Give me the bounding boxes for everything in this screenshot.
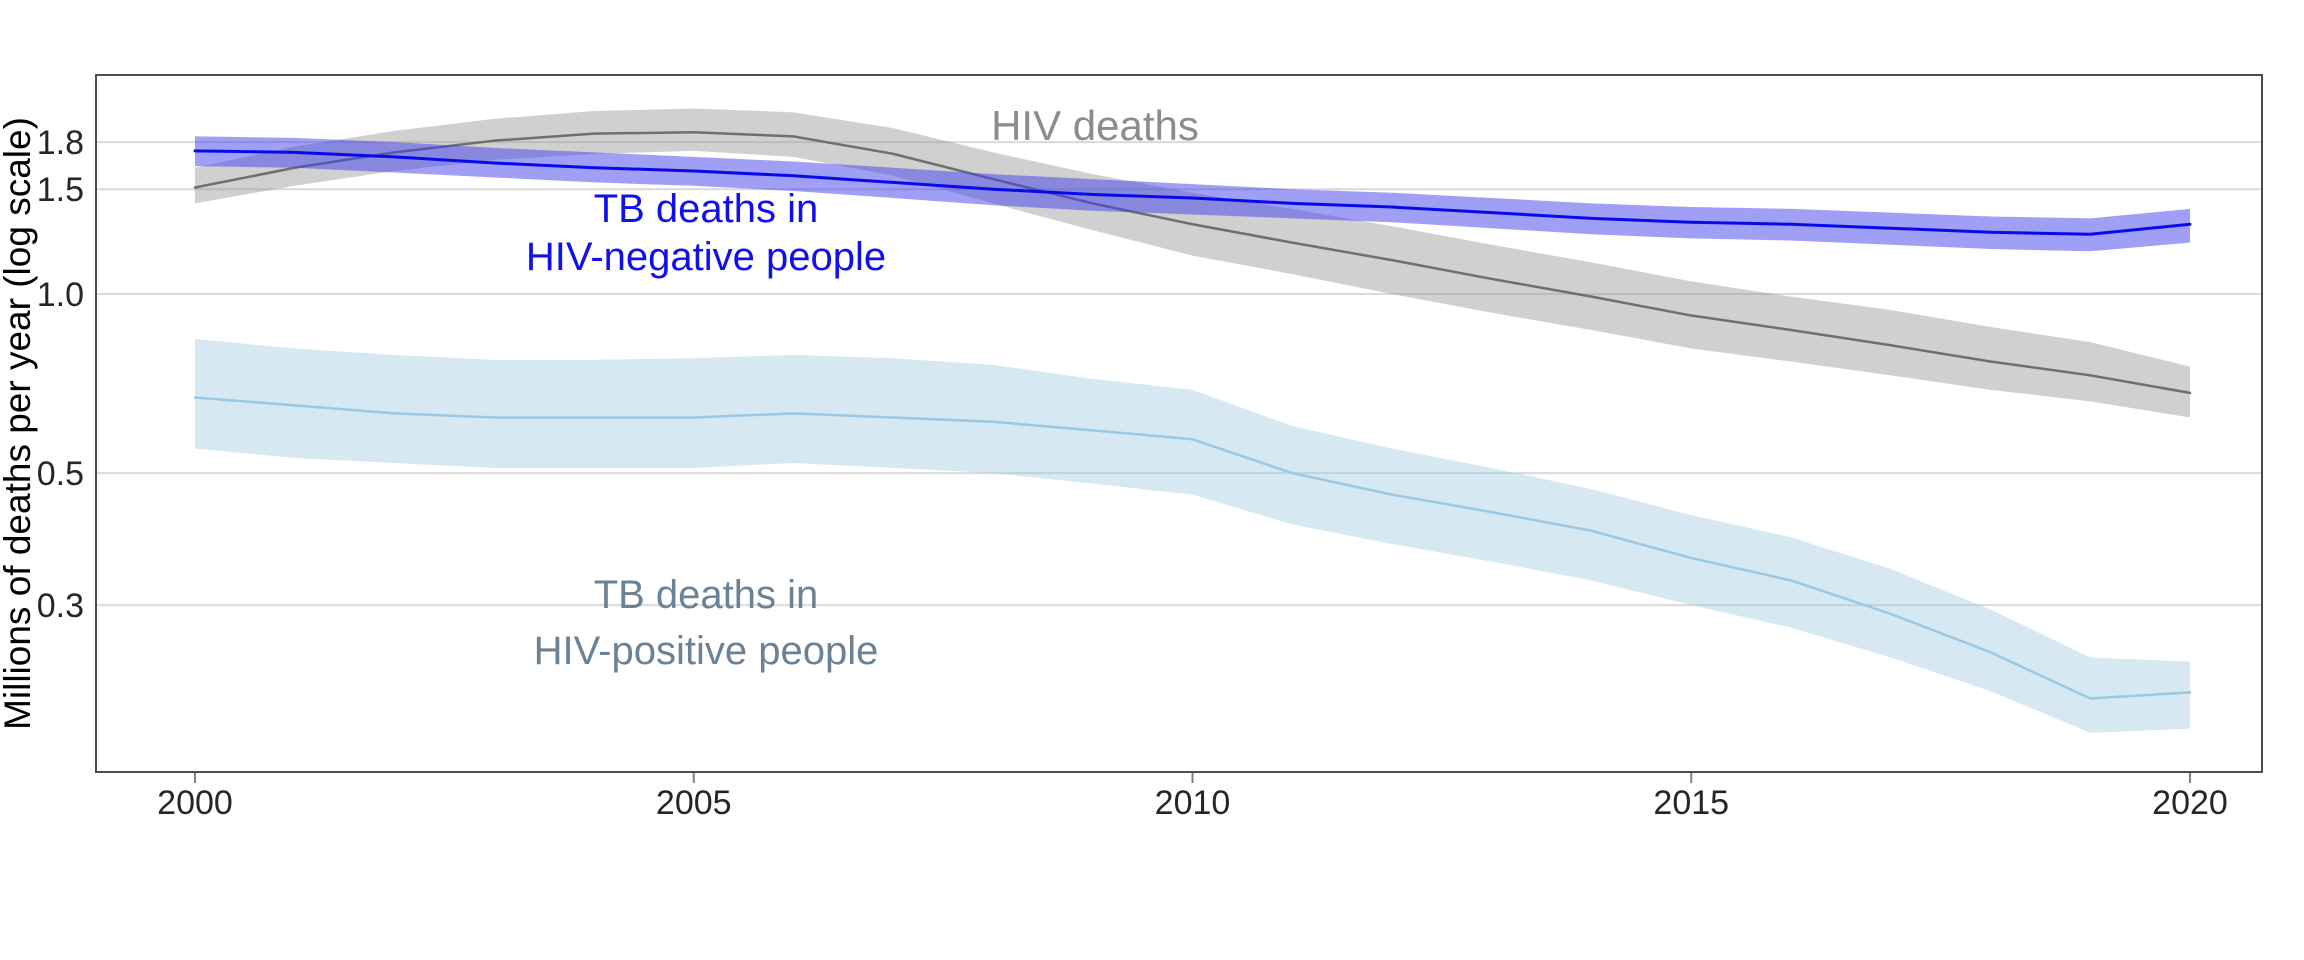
tb-deaths-hiv-positive-uncertainty-band <box>195 339 2190 733</box>
tb-hiv-negative-label-line-1: TB deaths in <box>594 187 819 231</box>
x-tick-label-2015: 2015 <box>1653 784 1729 822</box>
tb-hiv-positive-label-line-1: TB deaths in <box>594 573 819 617</box>
panel-border <box>95 74 2263 773</box>
tb-hiv-negative-label-line-2: HIV-negative people <box>526 235 886 279</box>
axes-layer: 2000 2005 2010 2015 2020 1.8 1.5 1.0 0.5 0.3Milli… <box>0 117 2228 822</box>
x-tick-label-2000: 2000 <box>157 784 233 822</box>
panel-border-layer <box>95 74 2263 773</box>
y-axis-title: Millions of deaths per year (log scale) <box>0 117 38 730</box>
x-tick-label-2005: 2005 <box>656 784 732 822</box>
tb-hiv-positive-label-line-2: HIV-positive people <box>534 629 879 673</box>
tb-deaths-hiv-negative-line <box>193 149 2192 236</box>
hiv-deaths-label-line-1: HIV deaths <box>991 102 1199 149</box>
series-layer <box>193 108 2192 733</box>
gridlines <box>97 141 2261 607</box>
hiv-deaths-uncertainty-band <box>195 108 2190 418</box>
y-tick-label-1.5: 1.5 <box>37 171 84 209</box>
x-tick-label-2020: 2020 <box>2152 784 2228 822</box>
x-tick-label-2010: 2010 <box>1155 784 1231 822</box>
y-tick-label-0.3: 0.3 <box>37 587 84 625</box>
hiv-deaths-line <box>193 131 2192 395</box>
y-tick-label-1.0: 1.0 <box>37 276 84 314</box>
tb-deaths-hiv-positive-line <box>193 396 2192 700</box>
y-tick-label-0.5: 0.5 <box>37 455 84 493</box>
y-tick-label-1.8: 1.8 <box>37 124 84 162</box>
